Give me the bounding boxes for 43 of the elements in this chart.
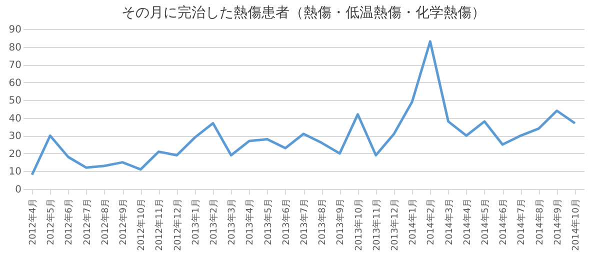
y-tick-label: 30 <box>8 131 22 142</box>
x-tick-label: 2013年7月 <box>299 198 310 246</box>
x-tick-label: 2014年1月 <box>408 198 419 246</box>
x-tick-label: 2014年6月 <box>498 198 510 246</box>
y-tick-label: 40 <box>8 113 22 124</box>
x-tick-label: 2012年4月 <box>28 198 39 246</box>
x-tick-label: 2012年12月 <box>172 198 184 251</box>
x-tick-label: 2014年10月 <box>570 198 582 251</box>
x-tick-label: 2013年5月 <box>262 198 274 246</box>
x-tick-label: 2014年2月 <box>426 198 437 246</box>
x-tick-label: 2014年8月 <box>534 198 546 246</box>
x-tick-label: 2013年9月 <box>335 198 346 246</box>
x-tick-label: 2012年8月 <box>100 198 111 246</box>
line-series <box>30 40 576 176</box>
y-tick-label: 60 <box>8 78 22 89</box>
x-tick-label: 2013年10月 <box>353 198 364 251</box>
x-tick-label: 2013年3月 <box>226 198 238 246</box>
x-tick-label: 2012年9月 <box>118 198 130 246</box>
x-tick-label: 2012年7月 <box>82 198 93 246</box>
x-tick-label: 2014年5月 <box>480 198 491 246</box>
y-tick-label: 70 <box>8 60 22 72</box>
chart-title: その月に完治した熱傷患者（熱傷・低温熱傷・化学熱傷） <box>122 5 486 21</box>
x-tick-label: 2012年11月 <box>154 198 166 251</box>
x-tick-label: 2014年7月 <box>516 198 528 246</box>
x-tick-label: 2014年4月 <box>462 198 473 246</box>
y-tick-label: 90 <box>8 24 22 36</box>
x-tick-label: 2013年1月 <box>190 198 202 246</box>
y-tick-label: 10 <box>8 166 22 178</box>
x-tick-label: 2013年6月 <box>280 198 292 246</box>
x-tick-label: 2012年6月 <box>64 198 75 246</box>
x-tick-label: 2012年5月 <box>46 198 57 246</box>
x-tick-label: 2013年4月 <box>244 198 256 246</box>
y-tick-label: 80 <box>8 42 22 54</box>
x-tick-label: 2013年12月 <box>389 198 400 251</box>
x-tick-label: 2013年2月 <box>208 198 220 246</box>
y-tick-label: 20 <box>8 148 22 160</box>
x-tick-label: 2014年3月 <box>444 198 455 246</box>
x-tick-label: 2013年8月 <box>317 198 328 246</box>
x-tick-label: 2012年10月 <box>136 198 148 251</box>
y-tick-label: 0 <box>15 184 22 196</box>
x-tick-label: 2013年11月 <box>371 198 382 251</box>
x-tick-label: 2014年9月 <box>552 198 564 246</box>
y-tick-label: 50 <box>8 96 22 107</box>
